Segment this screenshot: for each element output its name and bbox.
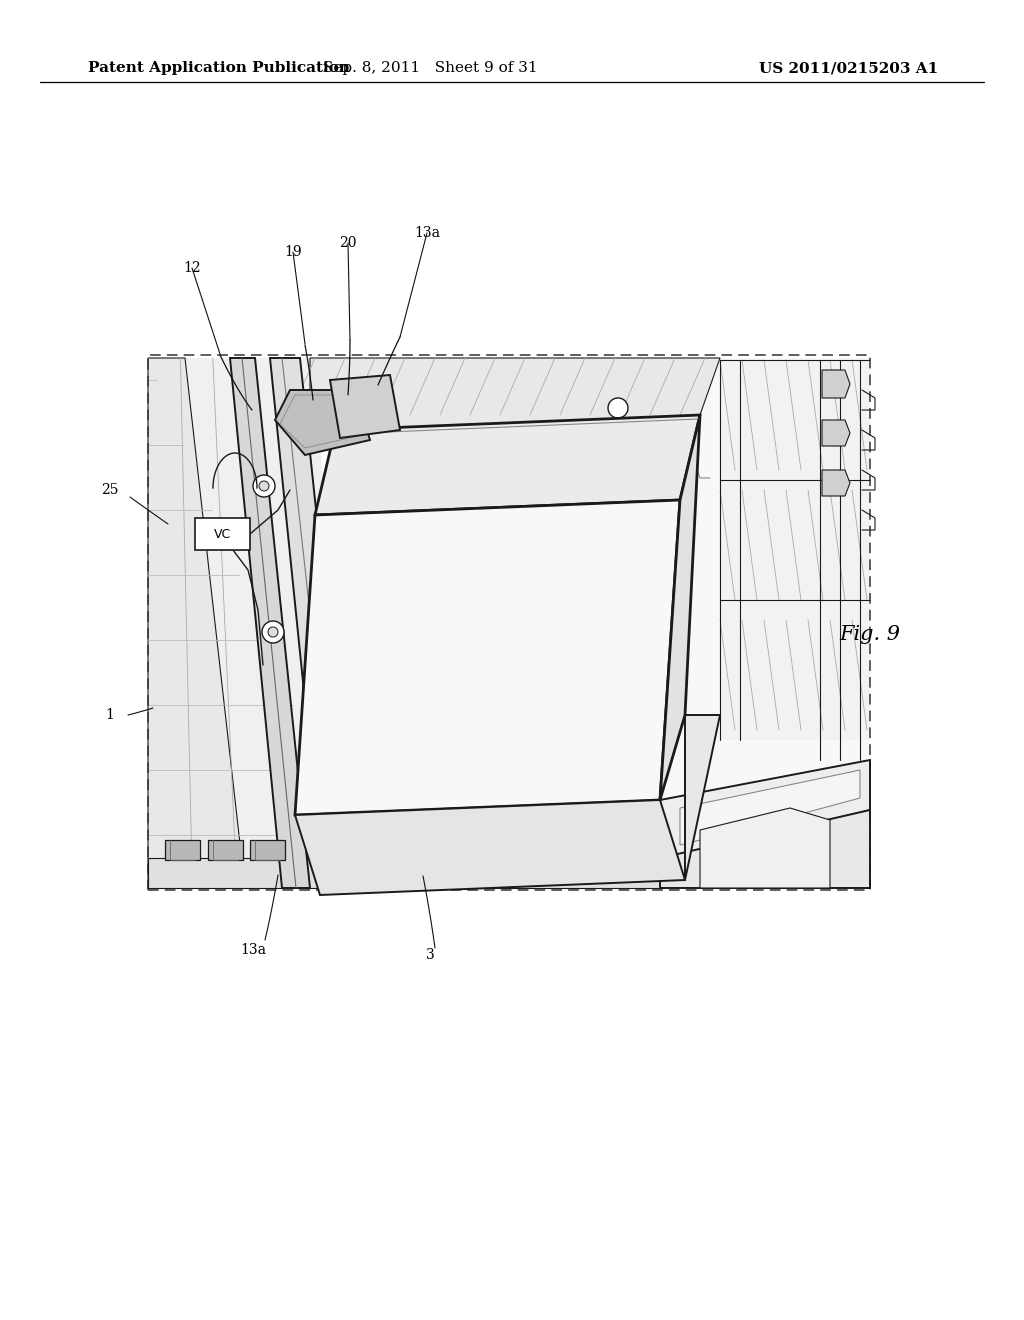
Bar bbox=[148, 355, 870, 890]
Text: Sep. 8, 2011   Sheet 9 of 31: Sep. 8, 2011 Sheet 9 of 31 bbox=[323, 61, 538, 75]
Polygon shape bbox=[295, 800, 685, 895]
Circle shape bbox=[608, 399, 628, 418]
Circle shape bbox=[262, 620, 284, 643]
Polygon shape bbox=[720, 360, 870, 741]
Polygon shape bbox=[822, 370, 850, 399]
Text: 20: 20 bbox=[339, 236, 356, 249]
Text: US 2011/0215203 A1: US 2011/0215203 A1 bbox=[759, 61, 938, 75]
Text: 19: 19 bbox=[285, 246, 302, 259]
Circle shape bbox=[253, 475, 275, 498]
Polygon shape bbox=[660, 414, 700, 800]
Polygon shape bbox=[270, 358, 356, 888]
Circle shape bbox=[259, 480, 269, 491]
Polygon shape bbox=[822, 470, 850, 496]
Polygon shape bbox=[230, 358, 310, 888]
Polygon shape bbox=[275, 389, 370, 455]
Polygon shape bbox=[315, 414, 700, 515]
Polygon shape bbox=[295, 500, 680, 814]
Polygon shape bbox=[250, 840, 285, 861]
Circle shape bbox=[268, 627, 278, 638]
Polygon shape bbox=[822, 420, 850, 446]
Text: 13a: 13a bbox=[414, 226, 440, 240]
Polygon shape bbox=[500, 358, 870, 888]
Polygon shape bbox=[330, 375, 400, 438]
Polygon shape bbox=[685, 715, 720, 880]
Text: 1: 1 bbox=[105, 708, 115, 722]
Bar bbox=[195, 517, 250, 550]
Polygon shape bbox=[660, 810, 870, 888]
Text: 13a: 13a bbox=[240, 942, 266, 957]
Polygon shape bbox=[680, 770, 860, 845]
Polygon shape bbox=[148, 858, 660, 888]
Text: 12: 12 bbox=[183, 261, 201, 275]
Polygon shape bbox=[700, 808, 830, 888]
Polygon shape bbox=[148, 358, 370, 888]
Polygon shape bbox=[208, 840, 243, 861]
Text: Fig. 9: Fig. 9 bbox=[840, 626, 900, 644]
Polygon shape bbox=[310, 358, 720, 430]
Text: Patent Application Publication: Patent Application Publication bbox=[88, 61, 350, 75]
Polygon shape bbox=[165, 840, 200, 861]
Polygon shape bbox=[660, 760, 870, 861]
Text: VC: VC bbox=[214, 528, 231, 540]
Polygon shape bbox=[148, 358, 245, 888]
Text: 3: 3 bbox=[426, 948, 434, 962]
Text: 25: 25 bbox=[101, 483, 119, 498]
